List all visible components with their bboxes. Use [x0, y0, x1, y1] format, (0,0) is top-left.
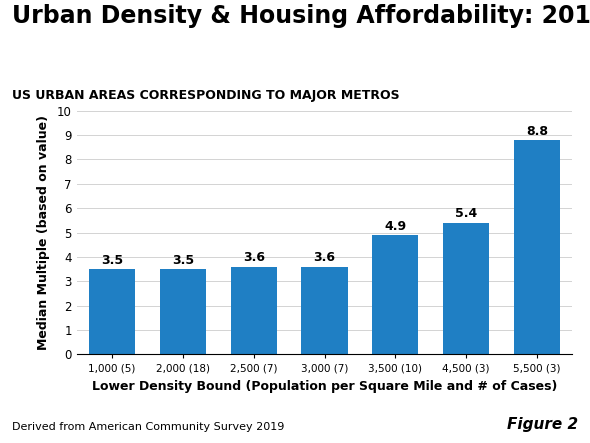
Y-axis label: Median Multiple (based on value): Median Multiple (based on value)	[37, 115, 50, 350]
Bar	[372, 235, 418, 354]
Bar	[160, 269, 206, 354]
Text: 3.6: 3.6	[313, 251, 336, 264]
X-axis label: Lower Density Bound (Population per Square Mile and # of Cases): Lower Density Bound (Population per Squa…	[92, 381, 557, 393]
Bar	[301, 267, 348, 354]
Bar	[89, 269, 135, 354]
Text: 3.5: 3.5	[172, 254, 194, 267]
Text: 5.4: 5.4	[455, 207, 477, 221]
Bar	[443, 223, 489, 354]
Bar	[514, 140, 560, 354]
Text: US URBAN AREAS CORRESPONDING TO MAJOR METROS: US URBAN AREAS CORRESPONDING TO MAJOR ME…	[12, 89, 399, 101]
Text: Urban Density & Housing Affordability: 2019: Urban Density & Housing Affordability: 2…	[12, 4, 590, 28]
Text: Figure 2: Figure 2	[507, 417, 578, 432]
Text: 8.8: 8.8	[526, 124, 548, 137]
Bar	[231, 267, 277, 354]
Text: 3.6: 3.6	[242, 251, 265, 264]
Text: 3.5: 3.5	[101, 254, 123, 267]
Text: 4.9: 4.9	[384, 220, 407, 233]
Text: Derived from American Community Survey 2019: Derived from American Community Survey 2…	[12, 422, 284, 432]
